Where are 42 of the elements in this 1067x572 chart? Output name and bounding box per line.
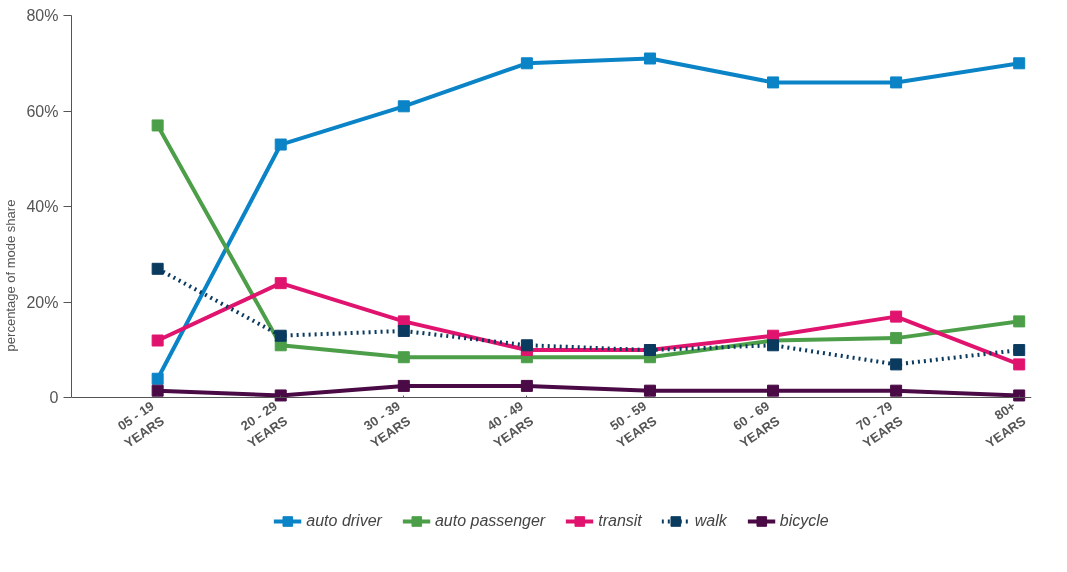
point	[1013, 358, 1026, 371]
point	[274, 277, 287, 290]
point	[151, 262, 164, 275]
point	[1013, 344, 1026, 357]
legend-label: auto passenger	[434, 512, 546, 530]
y-tick-label: 60%	[26, 102, 59, 120]
point	[274, 389, 287, 402]
point	[890, 358, 903, 371]
y-tick-label: 0	[49, 389, 59, 407]
point	[397, 351, 410, 364]
point	[767, 384, 780, 397]
point	[643, 52, 656, 65]
point	[643, 384, 656, 397]
point	[151, 334, 164, 347]
point	[767, 339, 780, 352]
y-tick-label: 40%	[26, 198, 59, 216]
point	[1013, 389, 1026, 402]
point	[274, 329, 287, 342]
point	[890, 310, 903, 323]
y-tick-label: 80%	[26, 7, 59, 24]
point	[520, 57, 533, 70]
point	[397, 100, 410, 113]
y-axis-title: percentage of mode share	[3, 199, 19, 352]
point	[520, 339, 533, 352]
legend-label: auto driver	[306, 512, 382, 530]
point	[1013, 315, 1026, 328]
point	[890, 332, 903, 345]
point	[890, 76, 903, 89]
point	[1013, 57, 1026, 70]
point	[151, 384, 164, 397]
point	[767, 76, 780, 89]
y-tick-label: 20%	[26, 293, 59, 311]
point	[151, 119, 164, 132]
point	[274, 138, 287, 151]
legend-label: bicycle	[779, 512, 829, 530]
point	[397, 324, 410, 337]
point	[151, 372, 164, 385]
legend-label: walk	[694, 512, 727, 530]
point	[397, 379, 410, 392]
point	[890, 384, 903, 397]
legend-label: transit	[598, 512, 642, 530]
point	[520, 379, 533, 392]
